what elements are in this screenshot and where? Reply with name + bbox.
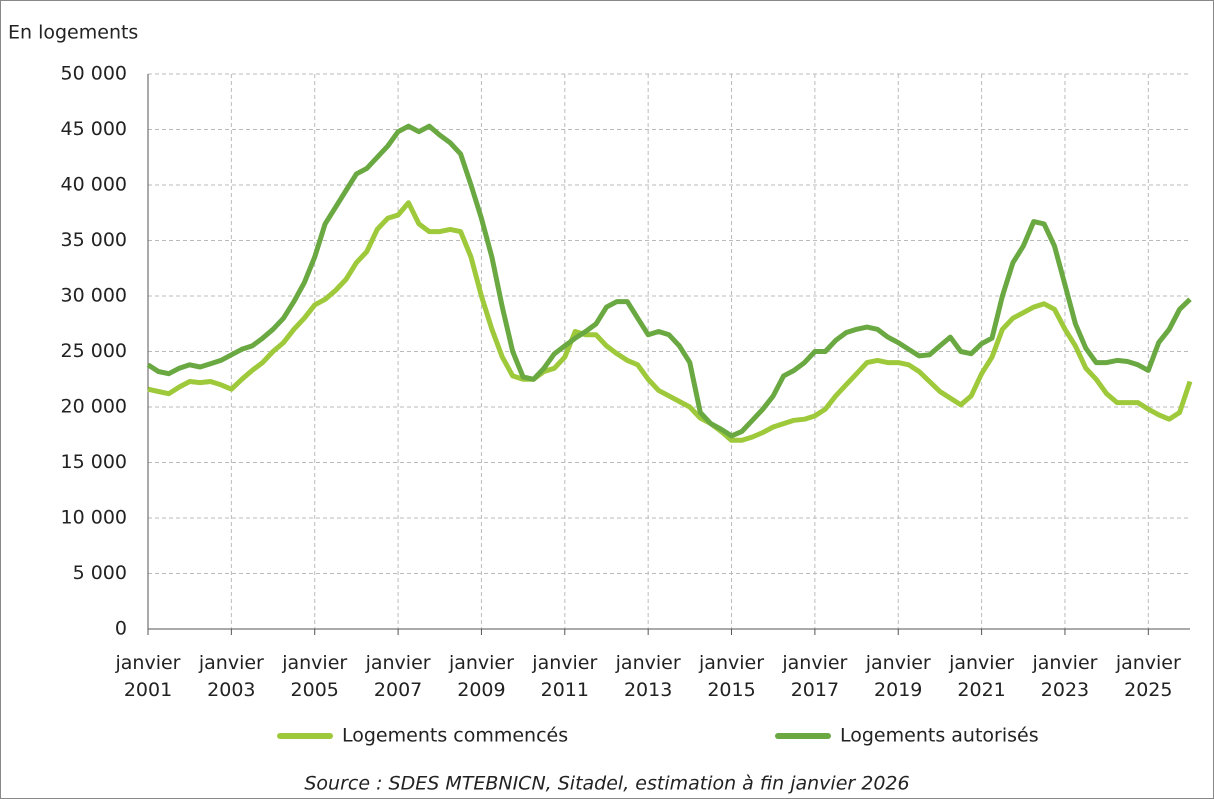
x-tick-label: janvier 2017 [782,652,848,701]
line [146,123,1192,439]
y-tick-label: 45 000 [61,118,127,140]
x-tick-label: janvier 2015 [699,652,765,701]
x-tick-label: janvier 2021 [949,652,1015,701]
y-tick-label: 5 000 [73,562,127,584]
y-axis-label: En logements [8,22,138,44]
x-tick-label: janvier 2003 [198,652,264,701]
x-tick-label: janvier 2001 [115,652,181,701]
y-tick-label: 35 000 [61,229,127,251]
x-tick-label: janvier 2005 [282,652,348,701]
y-tick-label: 40 000 [61,174,127,196]
x-tick-label: janvier 2023 [1032,652,1098,701]
x-tick-label: janvier 2007 [365,652,431,701]
source: Source : SDES MTEBNICN, Sitadel, estimat… [304,773,909,795]
y-tick-label: 50 000 [61,63,127,85]
legend-label: Logements autorisés [840,725,1039,747]
x-tick-label: janvier 2025 [1115,652,1181,701]
x-tick-label: janvier 2019 [865,652,931,701]
y-tick-label: 20 000 [61,396,127,418]
line [147,200,1193,443]
x-tick-label: janvier 2009 [448,652,514,701]
y-tick-label: 25 000 [61,340,127,362]
y-tick-label: 10 000 [61,507,127,529]
y-tick-label: 15 000 [61,451,127,473]
y-tick-label: 0 [115,618,127,640]
legend-label: Logements commencés [342,725,568,747]
x-tick-label: janvier 2011 [532,652,598,701]
y-tick-label: 30 000 [61,285,127,307]
x-tick-label: janvier 2013 [615,652,681,701]
